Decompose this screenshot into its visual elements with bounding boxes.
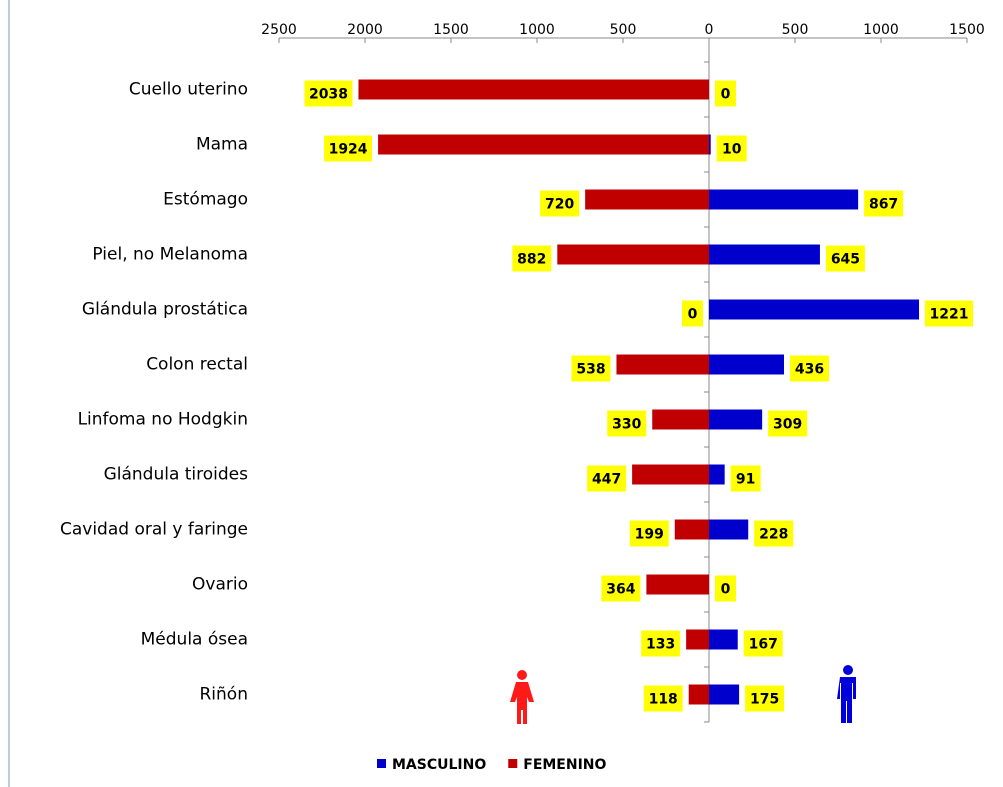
value-label: 1924 [329, 142, 368, 158]
value-label: 118 [649, 692, 678, 708]
value-label-box [789, 355, 829, 382]
legend-label: MASCULINO [392, 757, 486, 773]
value-label: 538 [576, 362, 605, 378]
value-label-box [743, 630, 783, 657]
value-label: 175 [750, 692, 779, 708]
value-label-box [601, 575, 641, 602]
bar [709, 299, 920, 320]
category-label: Médula ósea [141, 630, 248, 650]
value-label: 720 [545, 197, 574, 213]
category-label: Linfoma no Hodgkin [78, 410, 248, 430]
bar [646, 574, 709, 595]
value-label-box [925, 300, 974, 327]
bar [709, 519, 749, 540]
x-tick-label: 0 [705, 22, 714, 38]
female-icon [510, 670, 534, 724]
x-tick-label: 500 [610, 22, 637, 38]
value-label: 645 [831, 252, 860, 268]
category-label: Glándula prostática [82, 300, 248, 320]
bar [688, 684, 709, 705]
value-label: 330 [612, 417, 641, 433]
value-label: 228 [759, 527, 788, 543]
bar [709, 464, 725, 485]
bar [709, 629, 738, 650]
category-label: Ovario [192, 575, 248, 595]
legend-swatch [508, 759, 518, 768]
value-label: 0 [688, 307, 698, 323]
value-label-box [571, 355, 611, 382]
value-label: 882 [517, 252, 546, 268]
category-label: Riñón [200, 685, 249, 705]
value-label-box [641, 630, 681, 657]
value-label: 167 [749, 637, 778, 653]
x-tick-label: 1000 [863, 22, 899, 38]
legend-label: FEMENINO [523, 757, 606, 773]
bar [652, 409, 709, 430]
bar [557, 244, 709, 265]
value-label: 10 [722, 142, 742, 158]
value-label-box [682, 300, 703, 327]
bar [632, 464, 709, 485]
value-label: 867 [869, 197, 898, 213]
bar [709, 134, 711, 155]
value-label: 309 [773, 417, 802, 433]
x-tick-label: 1500 [433, 22, 469, 38]
bar [709, 354, 784, 375]
value-label: 436 [795, 362, 824, 378]
value-label: 0 [721, 87, 731, 103]
bar [358, 79, 709, 100]
value-label-box [629, 520, 669, 547]
category-label: Colon rectal [146, 355, 248, 375]
value-label: 199 [635, 527, 664, 543]
value-label-box [540, 190, 580, 217]
x-tick-label: 1000 [519, 22, 555, 38]
value-label-box [587, 465, 627, 492]
value-label-box [825, 245, 865, 272]
category-label: Estómago [163, 190, 248, 210]
value-label: 2038 [309, 87, 348, 103]
x-tick-label: 2500 [261, 22, 297, 38]
value-label-box [754, 520, 794, 547]
bar [709, 684, 740, 705]
value-label-box [730, 465, 761, 492]
bar [585, 189, 709, 210]
bar [709, 409, 763, 430]
value-label-box [512, 245, 552, 272]
value-label-box [607, 410, 647, 437]
value-label: 91 [736, 472, 755, 488]
x-tick-label: 500 [782, 22, 809, 38]
value-label-box [715, 575, 736, 602]
category-label: Cavidad oral y faringe [60, 520, 248, 540]
bar [686, 629, 709, 650]
value-label-box [304, 80, 353, 107]
x-tick-label: 2000 [347, 22, 383, 38]
bar [674, 519, 709, 540]
value-label: 1221 [930, 307, 969, 323]
value-label-box [716, 135, 747, 162]
bar [709, 189, 859, 210]
value-label-box [324, 135, 373, 162]
category-label: Piel, no Melanoma [92, 245, 248, 265]
value-label-box [745, 685, 785, 712]
value-label-box [643, 685, 683, 712]
value-label-box [864, 190, 904, 217]
chart-frame [8, 0, 10, 787]
value-label: 364 [606, 582, 635, 598]
bar [709, 244, 820, 265]
value-label: 133 [646, 637, 675, 653]
legend-swatch [377, 759, 386, 768]
category-label: Cuello uterino [129, 80, 248, 100]
value-label-box [715, 80, 736, 107]
category-label: Mama [196, 135, 248, 155]
value-label: 0 [721, 582, 731, 598]
x-tick-label: 1500 [949, 22, 985, 38]
value-label: 447 [592, 472, 621, 488]
value-label-box [768, 410, 808, 437]
category-label: Glándula tiroides [104, 465, 249, 485]
bar [616, 354, 709, 375]
male-icon [837, 665, 856, 723]
bar [378, 134, 709, 155]
